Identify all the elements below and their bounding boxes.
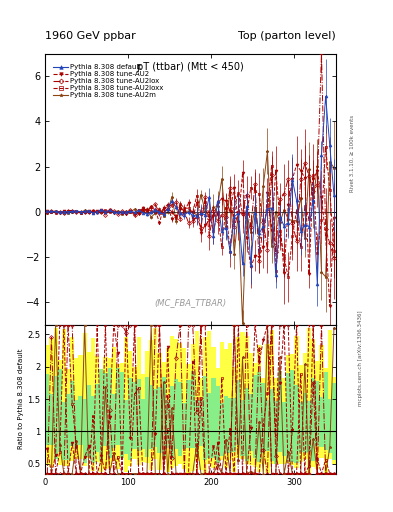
Legend: Pythia 8.308 default, Pythia 8.308 tune-AU2, Pythia 8.308 tune-AU2lox, Pythia 8.: Pythia 8.308 default, Pythia 8.308 tune-… bbox=[51, 62, 165, 100]
Text: mcplots.cern.ch [arXiv:1306.3436]: mcplots.cern.ch [arXiv:1306.3436] bbox=[358, 311, 363, 406]
Text: pT (ttbar) (Mtt < 450): pT (ttbar) (Mtt < 450) bbox=[137, 62, 244, 72]
Text: Rivet 3.1.10, ≥ 100k events: Rivet 3.1.10, ≥ 100k events bbox=[350, 115, 355, 192]
Text: (MC_FBA_TTBAR): (MC_FBA_TTBAR) bbox=[154, 298, 227, 307]
Text: 1960 GeV ppbar: 1960 GeV ppbar bbox=[45, 31, 136, 41]
Text: Top (parton level): Top (parton level) bbox=[238, 31, 336, 41]
Y-axis label: Ratio to Pythia 8.308 default: Ratio to Pythia 8.308 default bbox=[18, 349, 24, 450]
